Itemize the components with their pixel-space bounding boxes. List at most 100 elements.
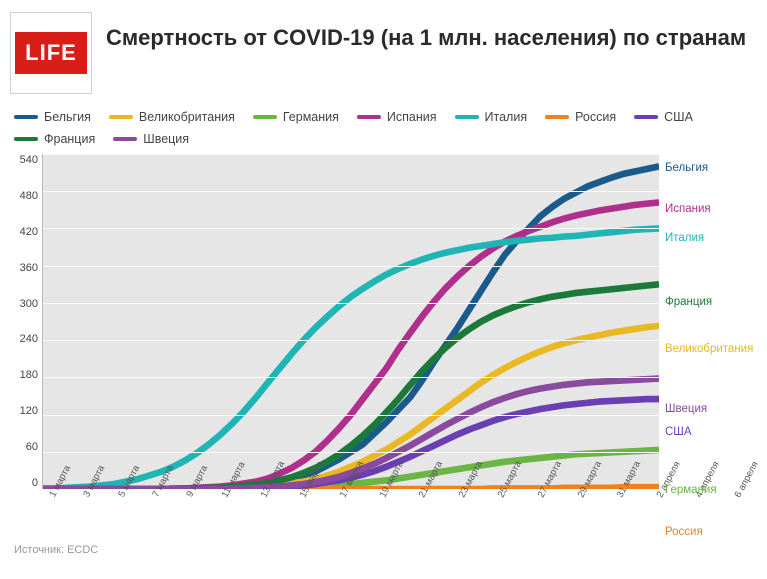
- series-marker: [596, 209, 603, 213]
- series-marker: [454, 274, 461, 278]
- series-marker: [596, 232, 603, 236]
- series-marker: [620, 379, 627, 383]
- series-marker: [525, 354, 532, 358]
- series-marker: [514, 360, 521, 364]
- legend-label: Бельгия: [44, 110, 91, 124]
- grid-line: [43, 415, 659, 416]
- series-marker: [336, 304, 343, 308]
- legend-swatch: [113, 137, 137, 141]
- series-marker: [514, 234, 521, 238]
- series-marker: [549, 295, 556, 299]
- series-marker: [407, 383, 414, 387]
- legend-label: Италия: [485, 110, 528, 124]
- series-marker: [419, 369, 426, 373]
- y-tick: 300: [20, 298, 38, 310]
- series-marker: [502, 415, 509, 419]
- series-marker: [608, 331, 615, 335]
- series-end-label: США: [665, 426, 692, 438]
- series-marker: [561, 235, 568, 239]
- series-marker: [573, 291, 580, 295]
- series-marker: [383, 420, 390, 424]
- series-marker: [537, 214, 544, 218]
- legend-label: Россия: [575, 110, 616, 124]
- grid-line: [43, 340, 659, 341]
- y-tick: 480: [20, 190, 38, 202]
- series-marker: [466, 246, 473, 250]
- series-marker: [585, 290, 592, 294]
- series-marker: [608, 207, 615, 211]
- series-marker: [549, 385, 556, 389]
- series-marker: [348, 295, 355, 299]
- series-marker: [514, 239, 521, 243]
- series-marker: [561, 197, 568, 201]
- series-marker: [336, 426, 343, 430]
- series-marker: [478, 405, 485, 409]
- series-marker: [407, 331, 414, 335]
- series-marker: [596, 380, 603, 384]
- series-marker: [478, 423, 485, 427]
- y-tick: 120: [20, 405, 38, 417]
- series-marker: [596, 400, 603, 404]
- series-marker: [324, 315, 331, 319]
- series-marker: [585, 233, 592, 237]
- series-marker: [644, 167, 651, 171]
- legend-item: Швеция: [113, 132, 189, 146]
- series-marker: [490, 419, 497, 423]
- series-marker: [490, 270, 497, 274]
- series-marker: [537, 456, 544, 460]
- series-marker: [620, 172, 627, 176]
- series-marker: [360, 443, 367, 447]
- series-marker: [608, 287, 615, 291]
- series-marker: [442, 286, 449, 290]
- chart-title: Смертность от COVID-19 (на 1 млн. населе…: [106, 12, 746, 53]
- life-logo-text: LIFE: [15, 32, 87, 74]
- legend-item: Испания: [357, 110, 437, 124]
- life-logo: LIFE: [10, 12, 92, 94]
- series-marker: [620, 398, 627, 402]
- series-marker: [360, 397, 367, 401]
- series-marker: [431, 357, 438, 361]
- series-marker: [478, 380, 485, 384]
- series-marker: [561, 454, 568, 458]
- series-marker: [632, 285, 639, 289]
- series-marker: [371, 279, 378, 283]
- series-marker: [395, 267, 402, 271]
- y-tick: 60: [26, 441, 38, 453]
- source-attribution: Источник: ECDC: [10, 544, 757, 556]
- series-marker: [478, 244, 485, 248]
- series-marker: [596, 180, 603, 184]
- series-marker: [596, 333, 603, 337]
- y-axis: 540480420360300240180120600: [10, 154, 42, 534]
- series-marker: [466, 307, 473, 311]
- series-marker: [419, 424, 426, 428]
- series-marker: [371, 382, 378, 386]
- series-marker: [608, 379, 615, 383]
- legend-item: Германия: [253, 110, 339, 124]
- series-marker: [632, 203, 639, 207]
- series-marker: [395, 408, 402, 412]
- series-marker: [466, 428, 473, 432]
- y-tick: 0: [32, 477, 38, 489]
- series-marker: [277, 366, 284, 370]
- series-marker: [644, 202, 651, 206]
- series-marker: [525, 389, 532, 393]
- series-marker: [324, 439, 331, 443]
- series-marker: [490, 242, 497, 246]
- series-marker: [442, 346, 449, 350]
- series-marker: [371, 431, 378, 435]
- series-marker: [371, 462, 378, 466]
- series-marker: [454, 398, 461, 402]
- series-marker: [632, 398, 639, 402]
- y-tick: 240: [20, 333, 38, 345]
- series-marker: [454, 433, 461, 437]
- y-tick: 420: [20, 226, 38, 238]
- series-end-label: Бельгия: [665, 162, 708, 174]
- series-marker: [395, 348, 402, 352]
- series-marker: [442, 438, 449, 442]
- legend-item: Россия: [545, 110, 616, 124]
- legend-item: Италия: [455, 110, 528, 124]
- series-marker: [561, 293, 568, 297]
- series-marker: [608, 399, 615, 403]
- series-marker: [466, 327, 473, 331]
- series-marker: [573, 234, 580, 238]
